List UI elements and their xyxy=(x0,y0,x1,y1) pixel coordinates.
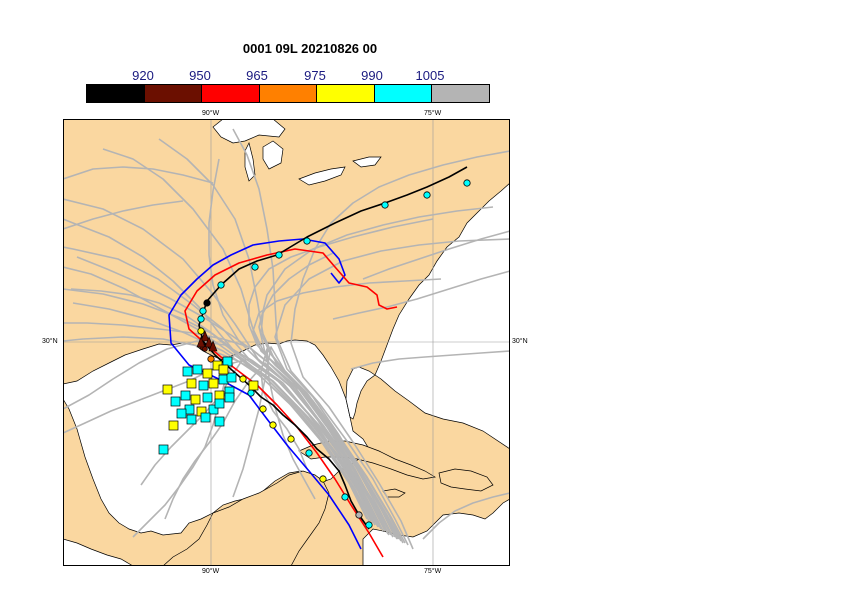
map-frame xyxy=(63,119,510,566)
model-track-red xyxy=(184,248,398,558)
lat-label-30n-right: 30°N xyxy=(512,338,528,345)
landfall-markers xyxy=(196,330,218,352)
colorbar-segment-3 xyxy=(259,85,318,102)
yucatan-peninsula xyxy=(162,470,330,566)
hispaniola xyxy=(438,468,494,492)
colorbar-segment-4 xyxy=(317,85,375,102)
colorbar-label-965: 965 xyxy=(246,68,268,83)
colorbar-label-1005: 1005 xyxy=(415,68,445,83)
lon-label-90w-bottom: 90°W xyxy=(202,568,220,575)
lat-label-30n-left: 30°N xyxy=(42,338,58,345)
great-lakes xyxy=(212,119,382,186)
lon-label-90w-top: 90°W xyxy=(202,110,220,117)
colorbar-label-950: 950 xyxy=(189,68,211,83)
colorbar-segment-6 xyxy=(432,85,490,102)
ensemble-position-squares xyxy=(158,356,259,455)
colorbar-label-975: 975 xyxy=(304,68,326,83)
colorbar-label-990: 990 xyxy=(361,68,383,83)
colorbar-segment-5 xyxy=(374,85,433,102)
map-title: 0001 09L 20210826 00 xyxy=(242,41,378,56)
model-track-blue xyxy=(168,238,362,550)
lon-label-75w-bottom: 75°W xyxy=(424,568,442,575)
colorbar-label-920: 920 xyxy=(132,68,154,83)
lon-label-75w-top: 75°W xyxy=(424,110,442,117)
pacific-ocean xyxy=(63,538,134,566)
colorbar-segment-1 xyxy=(144,85,203,102)
hurricane-track-map xyxy=(63,119,510,566)
colorbar-segment-2 xyxy=(202,85,260,102)
pressure-colorbar xyxy=(86,84,490,103)
colorbar-segment-0 xyxy=(87,85,145,102)
